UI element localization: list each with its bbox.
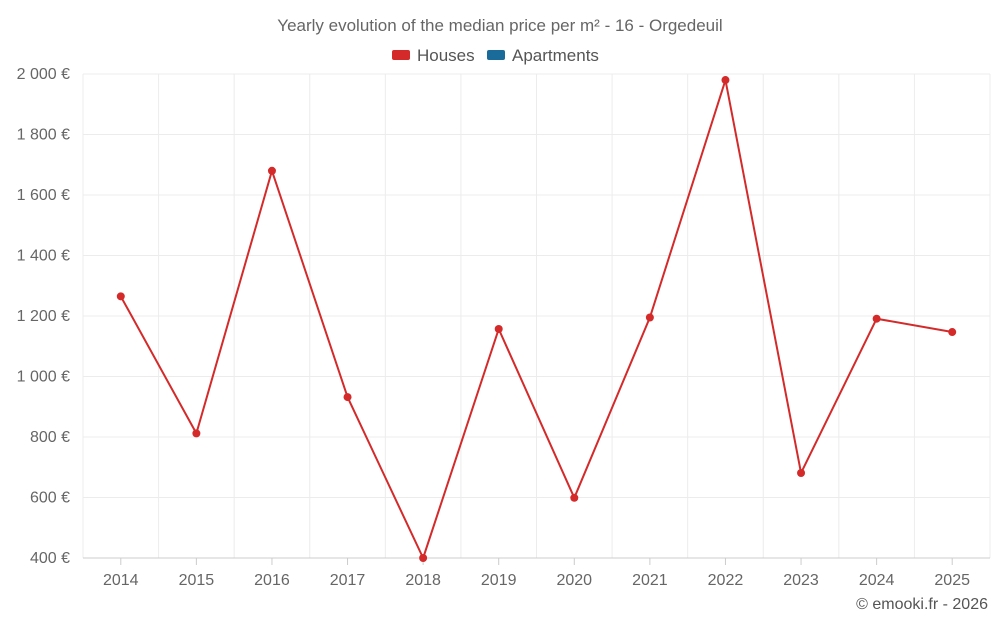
legend-item-houses[interactable]: Houses [392, 46, 475, 65]
y-tick-label: 600 € [30, 490, 70, 507]
y-tick-label: 400 € [30, 550, 70, 567]
x-tick-label: 2025 [934, 572, 970, 589]
x-tick-label: 2014 [103, 572, 139, 589]
data-point-houses[interactable] [343, 393, 352, 402]
x-tick-label: 2017 [330, 572, 366, 589]
copyright-footer: © emooki.fr - 2026 [856, 596, 988, 613]
chart-title: Yearly evolution of the median price per… [277, 16, 722, 35]
legend-item-apartments[interactable]: Apartments [487, 46, 599, 65]
data-point-houses[interactable] [645, 313, 654, 322]
legend: Houses Apartments [392, 46, 599, 65]
data-point-houses[interactable] [948, 328, 957, 337]
data-point-houses[interactable] [419, 554, 428, 562]
data-point-houses[interactable] [116, 292, 125, 301]
legend-label-houses[interactable]: Houses [417, 46, 475, 65]
y-tick-label: 1 000 € [17, 369, 70, 386]
x-tick-label: 2018 [405, 572, 441, 589]
y-tick-label: 800 € [30, 429, 70, 446]
y-tick-label: 1 400 € [17, 248, 70, 265]
data-point-houses[interactable] [797, 468, 806, 477]
x-tick-label: 2024 [859, 572, 895, 589]
x-tick-label: 2015 [179, 572, 215, 589]
x-tick-label: 2019 [481, 572, 517, 589]
data-point-houses[interactable] [721, 76, 730, 85]
y-tick-label: 1 800 € [17, 127, 70, 144]
series-line-houses [119, 79, 953, 559]
legend-swatch-apartments [487, 50, 505, 60]
x-tick-label: 2020 [556, 572, 592, 589]
data-point-houses[interactable] [267, 166, 276, 175]
data-point-houses[interactable] [494, 325, 503, 334]
x-tick-label: 2016 [254, 572, 290, 589]
x-tick-label: 2021 [632, 572, 668, 589]
data-point-houses[interactable] [192, 429, 201, 438]
y-tick-label: 1 600 € [17, 187, 70, 204]
legend-swatch-houses [392, 50, 410, 60]
data-point-houses[interactable] [570, 493, 579, 502]
legend-label-apartments[interactable]: Apartments [512, 46, 599, 65]
y-tick-label: 1 200 € [17, 308, 70, 325]
x-tick-label: 2022 [708, 572, 744, 589]
data-point-houses[interactable] [872, 314, 881, 323]
y-tick-label: 2 000 € [17, 66, 70, 83]
x-tick-label: 2023 [783, 572, 819, 589]
